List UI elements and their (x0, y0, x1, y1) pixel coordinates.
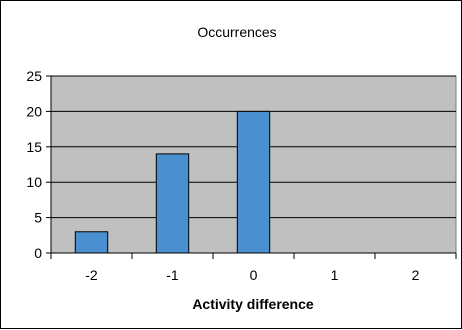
y-tick-label: 5 (34, 210, 42, 226)
axes (46, 75, 457, 259)
bar (236, 110, 271, 254)
y-tick-label: 10 (26, 174, 42, 190)
bar (74, 231, 109, 254)
y-tick-label: 25 (26, 68, 42, 84)
x-tick-label: -1 (166, 267, 179, 283)
bars (74, 110, 271, 254)
x-tick-label: 2 (412, 267, 420, 283)
chart-title: Occurrences (197, 24, 276, 40)
y-tick-label: 0 (34, 245, 42, 261)
y-tick-labels: 0 5 10 15 20 25 (26, 68, 42, 261)
x-tick-label: -2 (85, 267, 98, 283)
x-axis-label: Activity difference (192, 296, 314, 312)
x-tick-label: 1 (331, 267, 339, 283)
x-tick-labels: -2 -1 0 1 2 (85, 267, 419, 283)
y-tick-label: 15 (26, 139, 42, 155)
bar (155, 153, 190, 254)
x-tick-label: 0 (250, 267, 258, 283)
y-tick-label: 20 (26, 103, 42, 119)
